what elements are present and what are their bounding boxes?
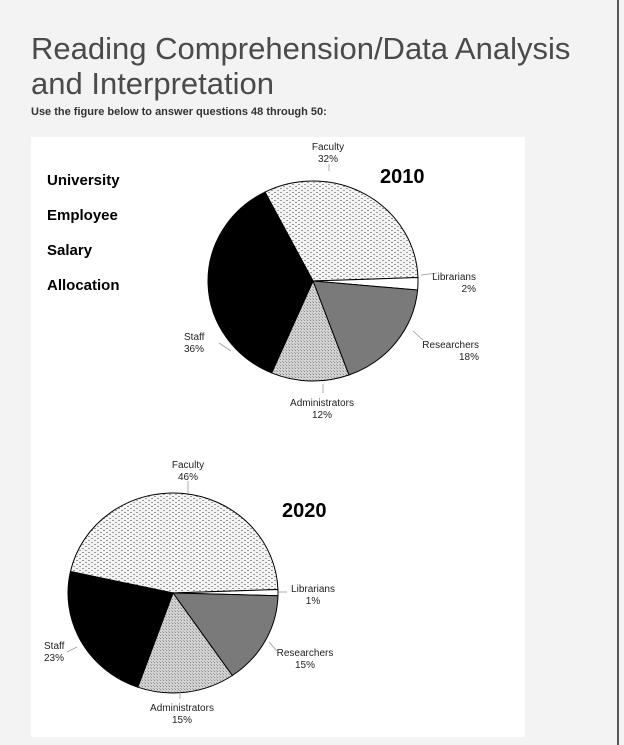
slice-label-staff: Staff: [184, 332, 205, 343]
side-title-line-2: Employee: [47, 207, 118, 224]
slice-label-administrators: Administrators: [150, 703, 214, 714]
slice-label-staff: Staff: [44, 641, 65, 652]
pie-slice-staff: [67, 570, 174, 688]
slice-value-faculty: 46%: [178, 472, 198, 483]
slice-value-faculty: 32%: [318, 154, 338, 165]
leader-line-researchers: [268, 641, 278, 652]
slice-label-researchers: Researchers: [277, 648, 334, 659]
leader-line-staff: [218, 342, 232, 352]
slice-value-researchers: 15%: [295, 660, 315, 671]
slice-label-faculty: Faculty: [172, 460, 204, 471]
pie-2020: Faculty46%Librarians1%Researchers15%Admi…: [44, 460, 335, 726]
slice-value-staff: 23%: [44, 653, 64, 664]
instruction-text: Use the figure below to answer questions…: [31, 106, 327, 118]
leader-line-librarians: [420, 272, 438, 276]
slice-value-administrators: 15%: [172, 715, 192, 726]
slice-value-librarians: 1%: [306, 596, 321, 607]
pie-slice-researchers: [312, 280, 419, 376]
pie-title-2010: 2010: [380, 166, 425, 188]
side-title-line-4: Allocation: [47, 277, 120, 294]
slice-label-librarians: Librarians: [432, 272, 476, 283]
side-title-line-1: University: [47, 172, 120, 189]
side-title-line-3: Salary: [47, 242, 93, 259]
slice-value-administrators: 12%: [312, 410, 332, 421]
pie-charts: University Employee Salary Allocation 20…: [44, 142, 479, 726]
pie-slice-staff: [207, 191, 314, 374]
pie-slice-faculty: [69, 492, 279, 594]
slice-label-faculty: Faculty: [312, 142, 344, 153]
slice-label-librarians: Librarians: [291, 584, 335, 595]
slice-value-staff: 36%: [184, 344, 204, 355]
slice-label-administrators: Administrators: [290, 398, 354, 409]
page-title: Reading Comprehension/Data Analysis and …: [31, 30, 571, 101]
pie-slice-researchers: [172, 592, 279, 677]
pie-slice-administrators: [270, 279, 350, 382]
right-border: [617, 0, 619, 745]
leader-line-researchers: [412, 330, 424, 341]
pie-title-2020: 2020: [282, 500, 327, 522]
pie-slice-administrators: [137, 591, 234, 694]
slice-value-researchers: 18%: [459, 352, 479, 363]
pie-slice-faculty: [264, 180, 419, 282]
salary-figure: University Employee Salary Allocation 20…: [31, 137, 525, 737]
slice-value-librarians: 2%: [462, 284, 477, 295]
leader-line-staff: [66, 646, 78, 653]
slice-label-researchers: Researchers: [422, 340, 479, 351]
